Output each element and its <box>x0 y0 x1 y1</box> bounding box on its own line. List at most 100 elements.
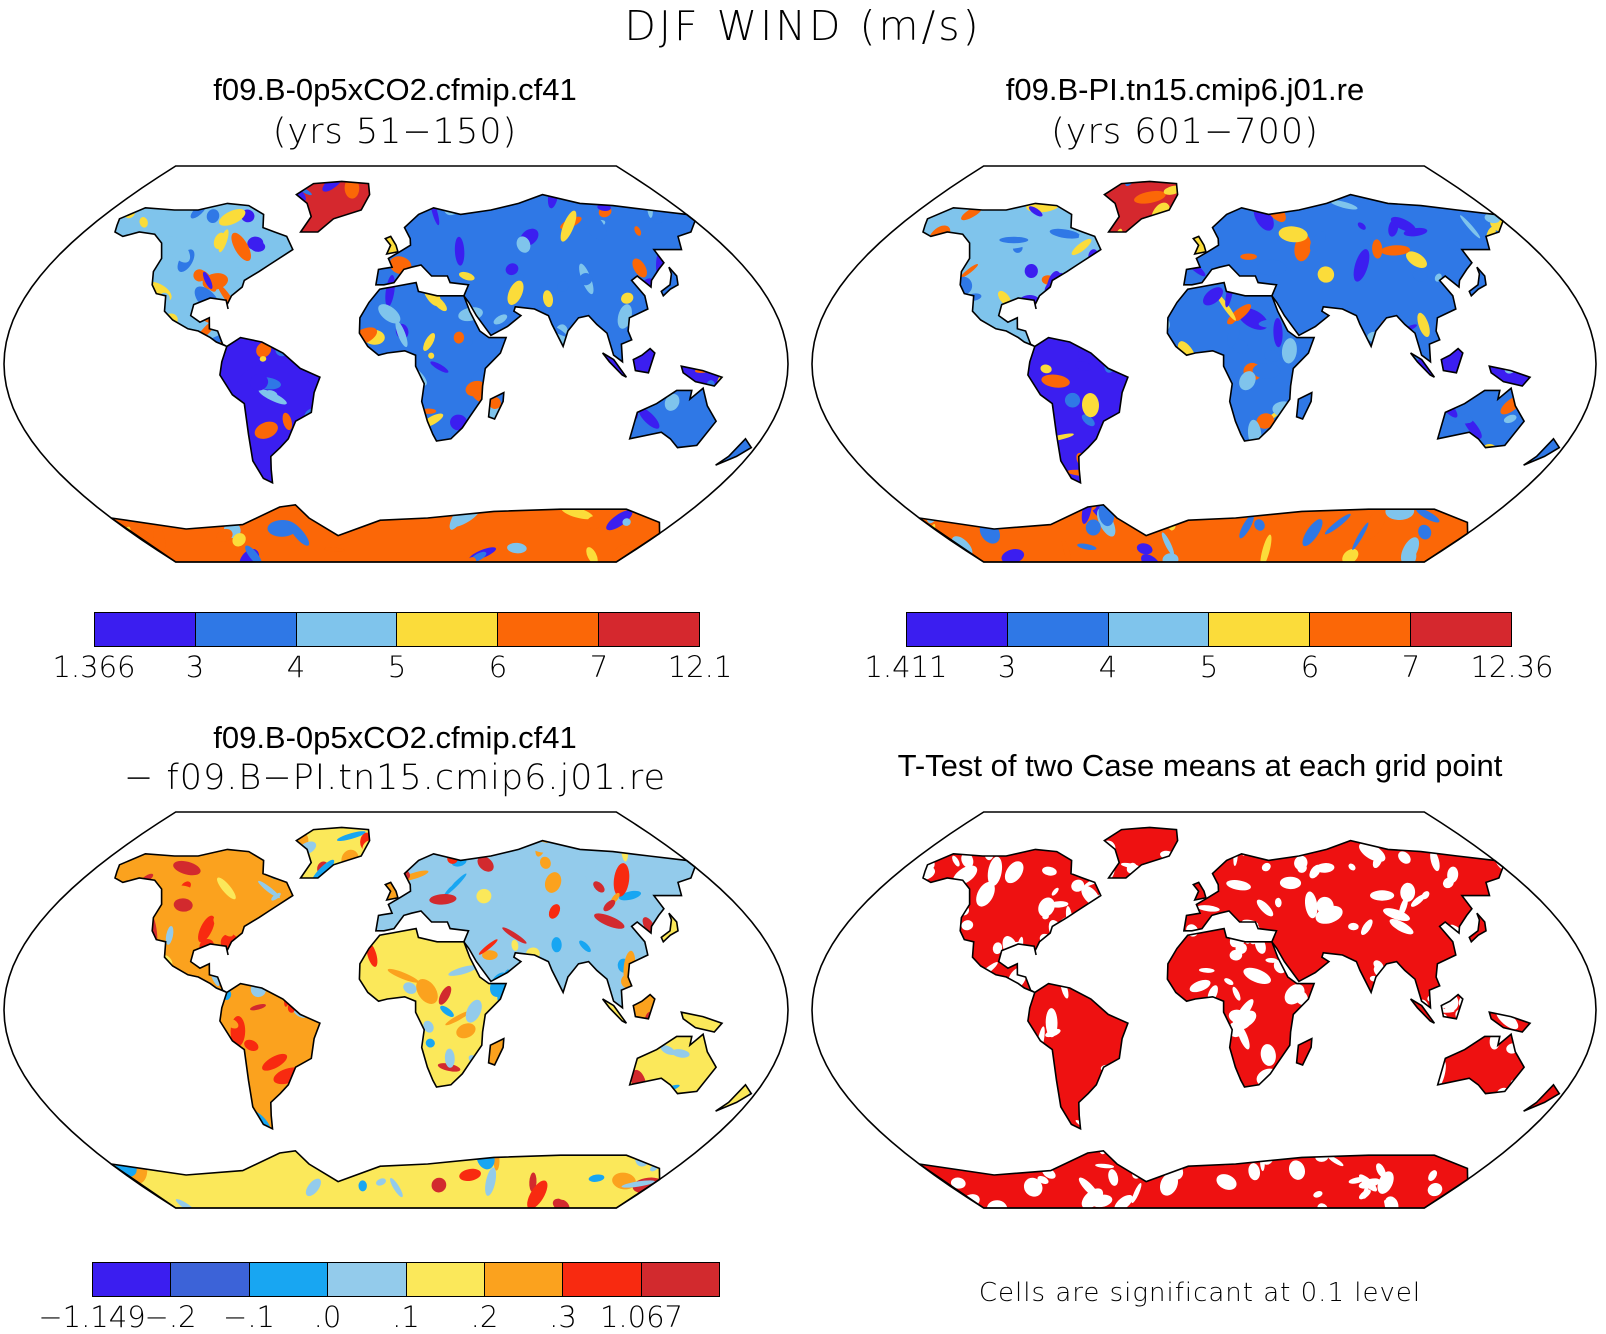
field-blob <box>638 407 660 429</box>
field-blob <box>1085 519 1101 536</box>
field-blob <box>76 1017 101 1045</box>
field-blob <box>1031 439 1043 448</box>
field-blob <box>565 1098 584 1130</box>
field-blob <box>1468 827 1482 835</box>
field-blob <box>1370 1070 1378 1094</box>
field-blob <box>588 1174 605 1182</box>
field-blob <box>467 1087 488 1104</box>
field-blob <box>1182 473 1192 486</box>
field-blob <box>729 1169 741 1201</box>
field-blob <box>919 952 936 970</box>
field-blob <box>740 1122 752 1137</box>
field-blob <box>544 872 562 893</box>
colorbar-tick-label: −.2 <box>144 1300 197 1334</box>
field-blob <box>1059 952 1077 969</box>
field-blob <box>632 258 647 278</box>
field-blob <box>1555 465 1560 491</box>
land-europe <box>375 194 695 362</box>
field-blob <box>171 405 189 419</box>
field-blob <box>259 181 271 185</box>
field-blob <box>717 414 739 431</box>
field-blob <box>0 1003 20 1024</box>
field-blob <box>1438 383 1457 412</box>
coastline <box>601 352 628 378</box>
field-blob <box>176 830 195 840</box>
field-blob <box>58 403 67 422</box>
field-blob <box>1181 1086 1197 1100</box>
coastline <box>219 982 321 1131</box>
field-blob <box>259 933 274 945</box>
field-blob <box>180 1031 204 1054</box>
field-blob <box>56 979 76 998</box>
field-blob <box>848 1187 861 1201</box>
field-blob <box>836 471 847 482</box>
field-blob <box>1158 999 1186 1019</box>
coastline <box>632 347 656 374</box>
panel2-subtitle: (yrs 601−700) <box>1051 112 1319 152</box>
field-blob <box>491 1077 503 1087</box>
field-blob <box>1019 1131 1026 1146</box>
field-blob <box>1332 1113 1353 1121</box>
field-blob <box>901 225 911 235</box>
field-blob <box>1384 1039 1396 1054</box>
field-blob <box>1010 983 1020 996</box>
field-blob <box>882 989 890 999</box>
field-blob <box>362 160 377 175</box>
field-blob <box>1033 950 1045 962</box>
field-blob <box>945 160 961 177</box>
field-blob <box>319 410 333 444</box>
field-blob <box>345 245 372 267</box>
field-blob <box>168 381 179 395</box>
field-blob <box>1516 1002 1526 1012</box>
colorbar-tick-label: 3 <box>997 650 1017 684</box>
field-blob <box>1235 999 1254 1023</box>
field-blob <box>747 199 752 212</box>
field-blob <box>459 1168 481 1182</box>
field-blob <box>979 504 996 518</box>
field-blob <box>1545 223 1560 238</box>
field-blob <box>1321 1019 1329 1030</box>
field-blob <box>0 1171 18 1190</box>
field-blob <box>1145 274 1159 292</box>
field-blob <box>322 384 334 392</box>
colorbar-swatch <box>1411 613 1511 646</box>
field-blob <box>1243 967 1271 985</box>
field-blob <box>1281 338 1297 364</box>
field-blob <box>1509 181 1519 199</box>
field-blob <box>1302 1017 1312 1031</box>
field-blob <box>1546 322 1560 343</box>
coastline <box>358 927 508 1088</box>
field-blob <box>1352 522 1369 550</box>
field-blob <box>1202 1015 1218 1032</box>
field-blob <box>216 877 236 900</box>
field-blob <box>1553 1157 1560 1167</box>
field-blob <box>875 364 889 376</box>
field-blob <box>841 1165 861 1197</box>
field-blob <box>895 465 902 476</box>
field-blob <box>169 470 190 495</box>
coastline <box>1523 1083 1561 1112</box>
field-blob <box>97 277 107 282</box>
field-blob <box>505 263 519 276</box>
field-blob <box>1522 827 1531 831</box>
field-blob <box>342 1076 353 1093</box>
field-blob <box>930 1075 945 1092</box>
field-blob <box>885 441 905 472</box>
field-blob <box>358 1180 367 1192</box>
field-blob <box>425 1099 447 1113</box>
field-blob <box>1023 1177 1043 1197</box>
field-blob <box>527 309 544 343</box>
field-blob <box>921 1137 935 1151</box>
field-blob <box>892 966 918 979</box>
field-blob <box>1105 445 1117 452</box>
field-blob <box>1111 463 1122 496</box>
field-blob <box>818 356 833 371</box>
field-blob <box>1398 446 1408 457</box>
field-blob <box>1440 1014 1448 1023</box>
field-blob <box>1107 906 1117 915</box>
field-blob <box>687 1107 715 1123</box>
field-blob <box>213 916 234 937</box>
field-blob <box>878 200 905 223</box>
field-blob <box>636 463 658 489</box>
field-blob <box>376 1178 386 1186</box>
